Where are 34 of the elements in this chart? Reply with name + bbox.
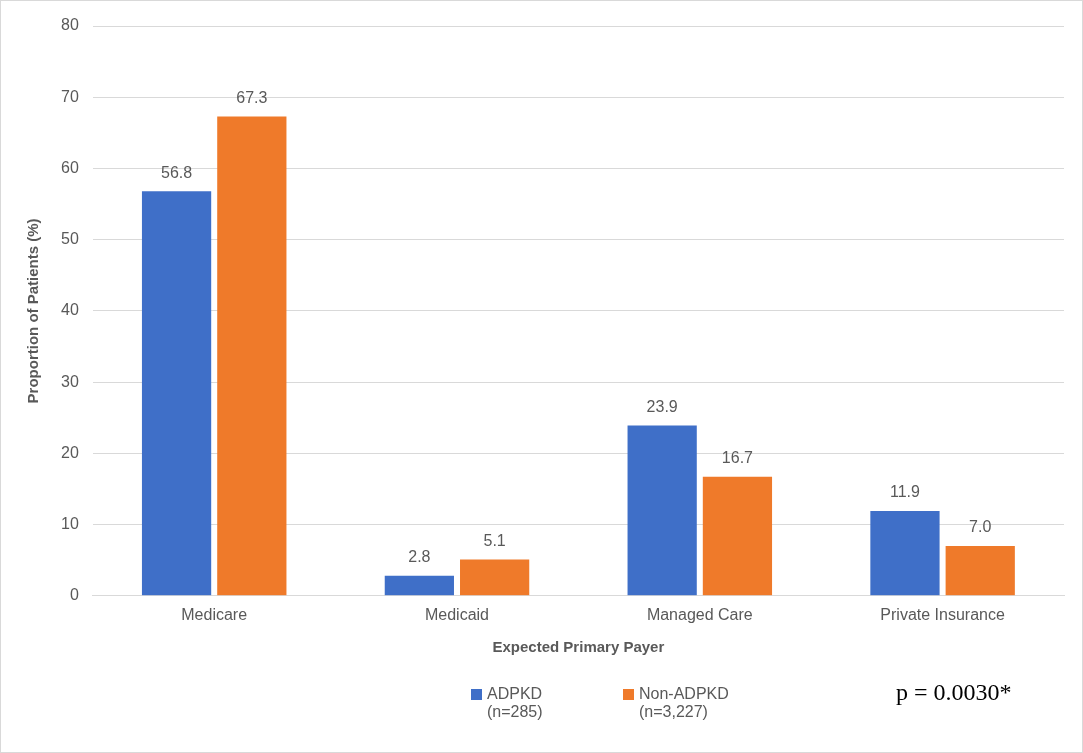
data-label: 56.8 [160, 163, 193, 181]
bar [460, 559, 530, 596]
y-tick-label: 20 [61, 443, 79, 461]
legend-label: ADPKD (n=285) [487, 685, 544, 721]
data-label: 16.7 [721, 449, 754, 467]
y-tick-label: 10 [61, 514, 79, 532]
bar [217, 116, 287, 596]
data-label: 2.8 [408, 548, 431, 566]
text: p = 0.0030* [896, 679, 1012, 706]
y-tick-label: 50 [61, 230, 79, 248]
y-tick-label: 40 [61, 301, 79, 319]
bar [384, 575, 454, 596]
x-tick-label: Medicaid [424, 605, 490, 623]
y-tick-label: 0 [69, 586, 79, 604]
x-tick-label: Private Insurance [880, 605, 1005, 623]
x-tick-label: Medicare [181, 605, 248, 623]
bar [702, 476, 773, 596]
y-tick-label: 60 [61, 158, 79, 176]
bar [627, 425, 697, 596]
y-tick-label: 30 [61, 372, 79, 390]
y-tick-label: 70 [61, 87, 79, 105]
bar [945, 545, 1015, 596]
data-label: 7.0 [969, 518, 992, 536]
y-tick-label: 80 [61, 16, 79, 34]
x-tick-label: Managed Care [646, 605, 753, 623]
data-label: 23.9 [646, 397, 678, 415]
data-label: 67.3 [236, 88, 268, 106]
bar [141, 191, 212, 596]
x-axis-title: Expected Primary Payer [492, 638, 665, 656]
legend-label: Non-ADPKD (n=3,227) [639, 685, 730, 721]
data-label: 5.1 [483, 531, 506, 549]
bar [870, 511, 940, 596]
y-axis-title: Proportion of Patients (%) [24, 218, 42, 404]
data-label: 11.9 [889, 483, 921, 501]
